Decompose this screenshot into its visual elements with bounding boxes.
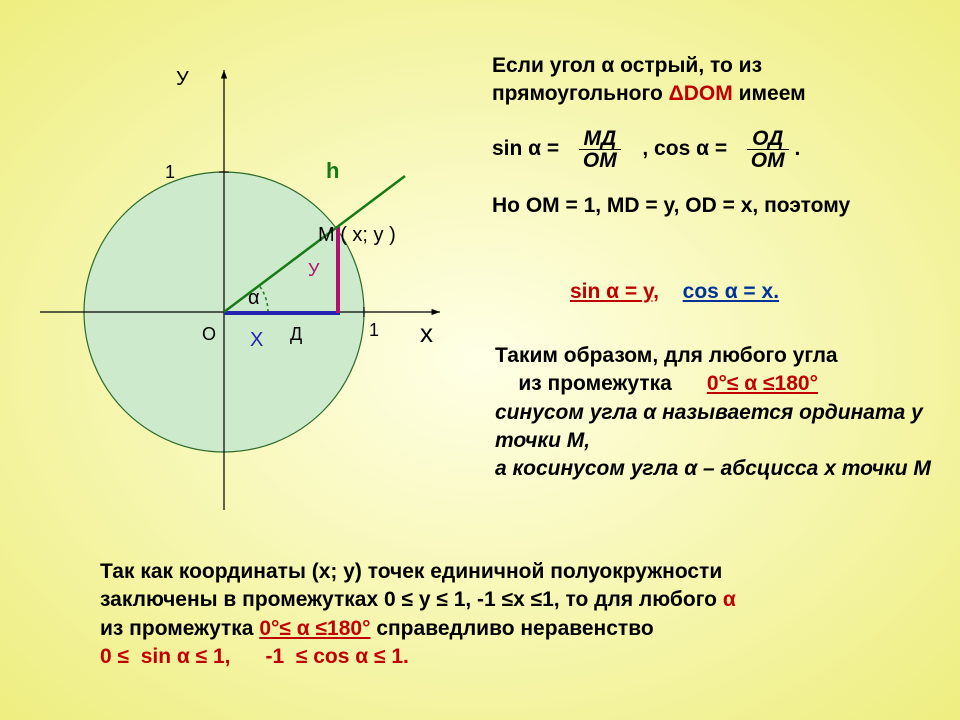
- def-line-3: синусом угла α называется ордината у точ…: [495, 401, 923, 452]
- def-line-2a: из промежутка: [495, 372, 707, 395]
- bounds-line-1: Так как координаты (х; у) точек единично…: [100, 560, 722, 583]
- origin-label: О: [202, 322, 216, 346]
- point-m-label: M ( х; у ): [318, 222, 396, 249]
- def-range: 0°≤ α ≤180°: [707, 372, 818, 395]
- sin-eq-label: sin α =: [492, 137, 559, 160]
- substitution-line: Но ОМ = 1, МD = у, ОD = х, поэтому: [492, 192, 932, 220]
- result-sin: sin α = y,: [570, 280, 659, 303]
- frac1-den: ОМ: [579, 149, 621, 171]
- frac2-den: ОМ: [747, 149, 789, 171]
- result-cos: cos α = x.: [683, 280, 779, 303]
- result-line: sin α = y, cos α = x.: [570, 278, 779, 306]
- sincos-equations: sin α = МД ОМ , cos α = ОД ОМ .: [492, 128, 800, 171]
- bounds-line-2: заключены в промежутках 0 ≤ у ≤ 1, -1 ≤х…: [100, 588, 723, 611]
- angle-alpha-label: α: [248, 285, 260, 312]
- definition-block: Таким образом, для любого угла из промеж…: [495, 342, 945, 484]
- frac1-num: МД: [579, 128, 621, 149]
- bounds-range: 0°≤ α ≤180°: [259, 617, 370, 640]
- bounds-inequality: 0 ≤ sin α ≤ 1, -1 ≤ cos α ≤ 1.: [100, 645, 409, 668]
- x-axis-label: х: [420, 316, 433, 351]
- triangle-name: ΔDОМ: [669, 82, 733, 105]
- frac2-num: ОД: [747, 128, 789, 149]
- ray-h-label: h: [326, 156, 339, 186]
- bounds-line-3b: справедливо неравенство: [370, 617, 653, 640]
- eq-period: .: [794, 137, 800, 160]
- bounds-alpha: α: [723, 588, 736, 611]
- y-axis-label: У: [176, 66, 189, 93]
- point-d-label: Д: [290, 322, 302, 346]
- intro-line: Если угол α острый, то из прямоугольного…: [492, 52, 932, 109]
- intro-text-tail: имеем: [733, 82, 806, 105]
- bounds-line-3a: из промежутка: [100, 617, 259, 640]
- tick-one-x: 1: [369, 318, 379, 342]
- cos-eq-label: , cos α =: [642, 137, 727, 160]
- tick-one-y: 1: [165, 160, 175, 184]
- y-segment-label: У: [308, 258, 319, 282]
- fraction-md-om: МД ОМ: [579, 128, 621, 171]
- def-line-1: Таким образом, для любого угла: [495, 344, 838, 367]
- fraction-od-om: ОД ОМ: [747, 128, 789, 171]
- bounds-block: Так как координаты (х; у) точек единично…: [100, 558, 920, 671]
- def-line-4: а косинусом угла α – абсцисса х точки М: [495, 457, 931, 480]
- x-segment-label: Х: [250, 327, 263, 354]
